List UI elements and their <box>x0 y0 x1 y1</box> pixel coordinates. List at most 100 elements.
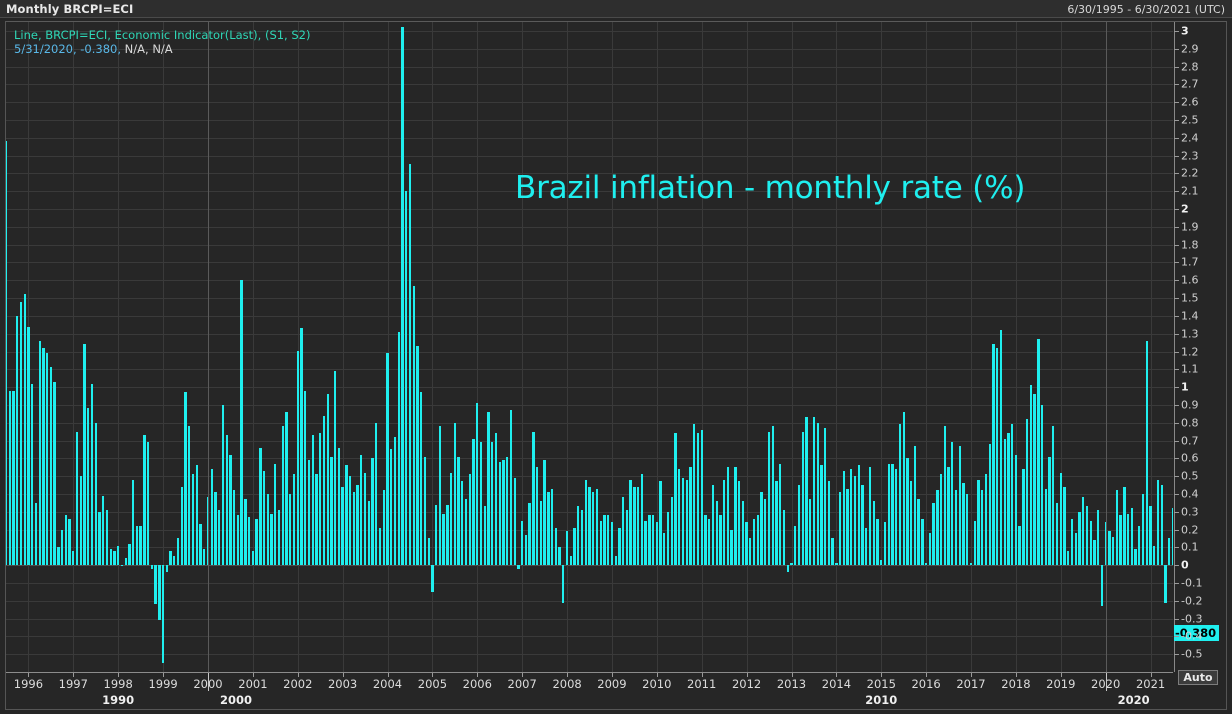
gridline-horizontal <box>6 48 1173 50</box>
gridline-horizontal <box>6 173 1173 175</box>
value-axis-label: 1.2 <box>1181 345 1199 358</box>
value-axis-tick <box>1174 262 1179 264</box>
chart-bar <box>446 504 449 566</box>
value-axis-tick <box>1174 119 1179 121</box>
chart-bar <box>442 513 445 566</box>
chart-bar <box>577 506 580 566</box>
value-axis-label: 0.9 <box>1181 398 1199 412</box>
chart-bar <box>868 467 872 566</box>
chart-bar <box>345 465 348 566</box>
gridline-horizontal <box>6 155 1173 157</box>
chart-bar <box>113 550 116 566</box>
time-axis-label: 2002 <box>283 677 313 691</box>
chart-bar <box>666 511 670 566</box>
time-axis-tick <box>881 673 883 677</box>
time-axis-tick <box>522 673 524 677</box>
chart-bar <box>1093 540 1096 566</box>
chart-bar <box>1171 508 1173 566</box>
value-axis-label: 2.3 <box>1181 149 1199 163</box>
chart-bar <box>423 456 427 566</box>
chart-bar <box>378 527 382 566</box>
value-axis-tick <box>1174 369 1179 371</box>
chart-bar <box>274 463 277 566</box>
chart-bar <box>487 412 490 566</box>
chart-bar <box>8 390 11 566</box>
value-axis[interactable]: -0.380 Auto 3 2.9 2.8 2.7 2.6 2.5 2.4 2.3 2.2 2.1… <box>1174 22 1226 686</box>
gridline-vertical <box>252 22 254 672</box>
chart-bar <box>27 326 30 566</box>
value-axis-label: 0.7 <box>1181 434 1199 447</box>
chart-bar <box>809 499 812 566</box>
chart-bar <box>75 431 79 566</box>
chart-bar <box>453 422 456 566</box>
value-axis-label: 2.7 <box>1181 77 1199 91</box>
gridline-vertical <box>342 22 344 672</box>
chart-bar <box>472 438 475 566</box>
chart-bar <box>782 509 786 566</box>
value-axis-tick <box>1174 315 1179 317</box>
chart-bar <box>554 527 557 566</box>
chart-bar <box>595 488 599 566</box>
chart-bar <box>771 426 774 566</box>
chart-bar <box>281 426 284 566</box>
time-axis-label: 2021 <box>1135 677 1166 691</box>
chart-bar <box>221 404 225 566</box>
chart-bar <box>1097 509 1100 566</box>
value-axis-tick <box>1174 191 1179 193</box>
chart-bar <box>524 534 528 566</box>
chart-bar <box>760 492 763 566</box>
chart-bar <box>722 479 726 566</box>
chart-bar <box>648 515 651 566</box>
chart-bar <box>992 344 995 566</box>
chart-bar <box>498 461 501 566</box>
gridline-vertical <box>522 22 524 672</box>
chart-bar <box>951 442 954 566</box>
value-axis-tick <box>1174 387 1179 389</box>
chart-bar <box>502 460 505 566</box>
chart-bar <box>128 543 131 566</box>
time-axis-tick <box>1015 673 1017 677</box>
gridline-vertical <box>836 22 838 672</box>
chart-bar <box>38 340 41 566</box>
value-axis-label: 0.6 <box>1181 451 1199 465</box>
chart-bar <box>670 497 673 566</box>
value-axis-label: 2.8 <box>1181 60 1199 73</box>
chart-bar <box>584 479 587 566</box>
time-axis-label: 1999 <box>148 677 178 691</box>
chart-bar <box>300 328 303 566</box>
value-axis-label: 1.7 <box>1181 255 1199 269</box>
gridline-horizontal <box>6 636 1173 638</box>
chart-bar <box>292 474 296 566</box>
chart-bar <box>865 527 868 566</box>
chart-bar <box>1048 456 1051 566</box>
time-axis-tick <box>342 673 344 677</box>
chart-bar <box>1156 479 1160 566</box>
gridline-horizontal <box>6 137 1173 139</box>
chart-bar <box>1033 394 1036 566</box>
chart-bar <box>1029 385 1033 566</box>
chart-bar <box>348 476 352 566</box>
chart-bar <box>1007 433 1010 566</box>
value-axis-label: 0.1 <box>1181 540 1199 554</box>
time-axis-label: 2003 <box>327 677 358 691</box>
chart-bar <box>408 164 412 566</box>
time-axis-tick <box>971 673 972 677</box>
gridline-vertical <box>656 22 658 672</box>
time-axis[interactable]: 1996 1997 1998 1999 2000 2001 2002 2003 2004 2005… <box>6 672 1173 710</box>
chart-bar <box>109 549 112 566</box>
chart-bar <box>823 428 827 566</box>
chart-bar <box>240 280 243 566</box>
chart-bar <box>1067 550 1070 566</box>
chart-bar <box>853 476 857 566</box>
plot-area[interactable] <box>6 22 1173 672</box>
value-axis-tick <box>1174 476 1179 478</box>
chart-bar <box>139 525 142 566</box>
chart-bar <box>547 492 550 566</box>
chart-bar <box>700 429 703 566</box>
chart-bar <box>244 499 247 566</box>
auto-scale-button[interactable]: Auto <box>1178 670 1218 686</box>
date-range-label: 6/30/1995 - 6/30/2021 (UTC) <box>1067 3 1225 16</box>
gridline-horizontal <box>6 458 1173 460</box>
chart-bar <box>1123 486 1126 566</box>
chart-bar <box>476 403 479 566</box>
